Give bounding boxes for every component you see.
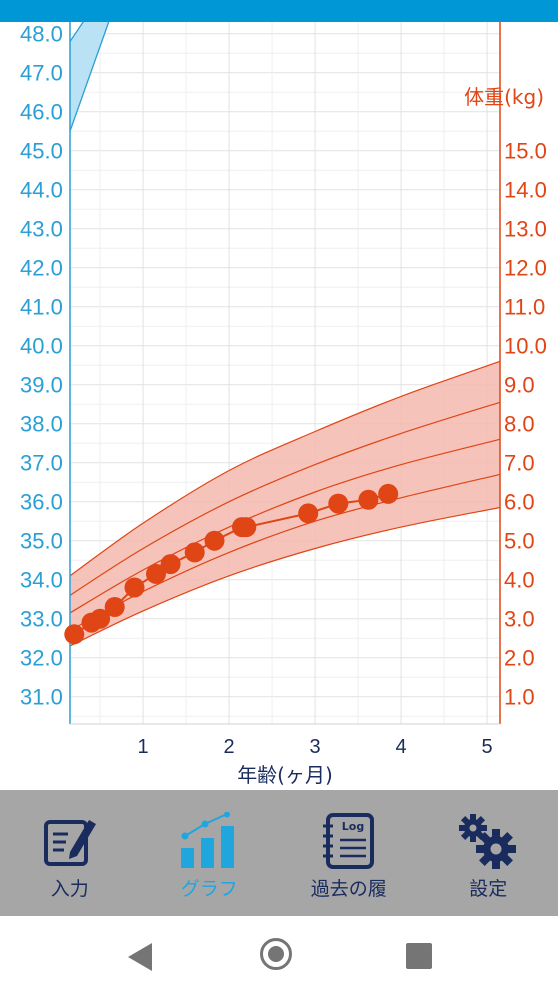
left-tick-label: 32.0 [20, 646, 63, 671]
right-tick-label: 2.0 [504, 646, 535, 671]
weight-measurement-point [378, 483, 399, 504]
system-navigation-bar [0, 916, 558, 999]
gears-icon [459, 814, 517, 869]
x-tick-label: 4 [396, 736, 407, 758]
status-bar [0, 0, 558, 22]
weight-measurement-point [328, 493, 349, 514]
right-tick-label: 13.0 [504, 217, 547, 242]
tab-history[interactable]: Log 過去の履 [279, 790, 419, 916]
weight-measurement-point [204, 530, 225, 551]
left-tick-label: 39.0 [20, 373, 63, 398]
tab-label: 過去の履 [310, 878, 387, 900]
svg-text:Log: Log [342, 820, 364, 833]
weight-percentile-line [69, 506, 501, 647]
x-tick-label: 5 [482, 736, 493, 758]
weight-measurement-point [64, 624, 85, 645]
left-tick-label: 47.0 [20, 61, 63, 86]
x-axis-label: 年齢(ヶ月) [237, 763, 333, 787]
left-tick-label: 37.0 [20, 451, 63, 476]
tab-graph[interactable]: グラフ [140, 790, 280, 916]
back-icon[interactable] [128, 943, 152, 971]
right-tick-label: 12.0 [504, 256, 547, 281]
right-tick-label: 11.0 [504, 295, 545, 320]
left-tick-label: 33.0 [20, 607, 63, 632]
left-tick-label: 40.0 [20, 334, 63, 359]
left-tick-label: 38.0 [20, 412, 63, 437]
right-tick-label: 14.0 [504, 178, 547, 203]
home-icon[interactable] [260, 938, 292, 970]
head-band-lower-line [69, 22, 110, 132]
weight-measurement-point [160, 554, 181, 575]
weight-percentile-line [69, 438, 501, 614]
input-form-icon [43, 820, 96, 866]
chart-axes [69, 22, 501, 725]
bar-chart-icon [181, 812, 235, 868]
right-axis-ticks: 1.0 2.0 3.0 4.0 5.0 6.0 7.0 8.0 9.0 10.0 11.0 12.0 1… [504, 139, 547, 710]
x-tick-label: 1 [138, 736, 149, 758]
left-tick-label: 48.0 [20, 22, 63, 47]
left-tick-label: 46.0 [20, 100, 63, 125]
tab-label: グラフ [180, 878, 238, 900]
right-tick-label: 7.0 [504, 451, 535, 476]
weight-measurement-point [90, 608, 111, 629]
tab-settings[interactable]: 設定 [419, 790, 558, 916]
bottom-tab-bar: 入力 グラフ Log 過去の履 [0, 790, 558, 916]
weight-percentile-line [69, 360, 501, 577]
left-tick-label: 45.0 [20, 139, 63, 164]
left-tick-label: 43.0 [20, 217, 63, 242]
log-book-icon: Log [322, 813, 374, 869]
right-tick-label: 10.0 [504, 334, 547, 359]
weight-measurement-point [124, 577, 145, 598]
left-tick-label: 44.0 [20, 178, 63, 203]
left-tick-label: 34.0 [20, 568, 63, 593]
right-tick-label: 6.0 [504, 490, 535, 515]
left-axis-ticks: 31.0 32.0 33.0 34.0 35.0 36.0 37.0 38.0 39.0 40.0… [20, 22, 63, 710]
head-circumference-band [69, 22, 110, 132]
weight-measurement-point [358, 489, 379, 510]
right-tick-label: 3.0 [504, 607, 535, 632]
weight-measurements [64, 483, 399, 645]
right-tick-label: 5.0 [504, 529, 535, 554]
tab-label: 設定 [469, 878, 508, 900]
left-tick-label: 31.0 [20, 685, 63, 710]
left-tick-label: 42.0 [20, 256, 63, 281]
weight-percentile-line [69, 401, 501, 596]
left-tick-label: 41.0 [20, 295, 63, 320]
left-tick-label: 35.0 [20, 529, 63, 554]
right-tick-label: 15.0 [504, 139, 547, 164]
right-tick-label: 8.0 [504, 412, 535, 437]
recents-icon[interactable] [406, 943, 432, 969]
left-tick-label: 36.0 [20, 490, 63, 515]
right-tick-label: 9.0 [504, 373, 535, 398]
x-tick-label: 3 [310, 736, 321, 758]
weight-measurement-point [298, 503, 319, 524]
weight-measurement-point [146, 563, 166, 584]
weight-measurement-point [236, 517, 257, 538]
tab-input[interactable]: 入力 [0, 790, 140, 916]
growth-chart: 31.032.033.034.035.036.037.038.039.040.0… [20, 22, 547, 787]
right-tick-label: 1.0 [504, 685, 535, 710]
x-tick-label: 2 [224, 736, 235, 758]
weight-measurement-point [184, 542, 205, 563]
weight-measurement-point [104, 597, 125, 617]
x-axis-ticks: 1 2 3 4 5 [138, 736, 493, 758]
right-tick-label: 4.0 [504, 568, 535, 593]
tab-label: 入力 [50, 878, 89, 900]
chart-grid [70, 22, 500, 724]
right-axis-label: 体重(kg) [464, 85, 544, 109]
head-band-upper-line [69, 22, 84, 42]
